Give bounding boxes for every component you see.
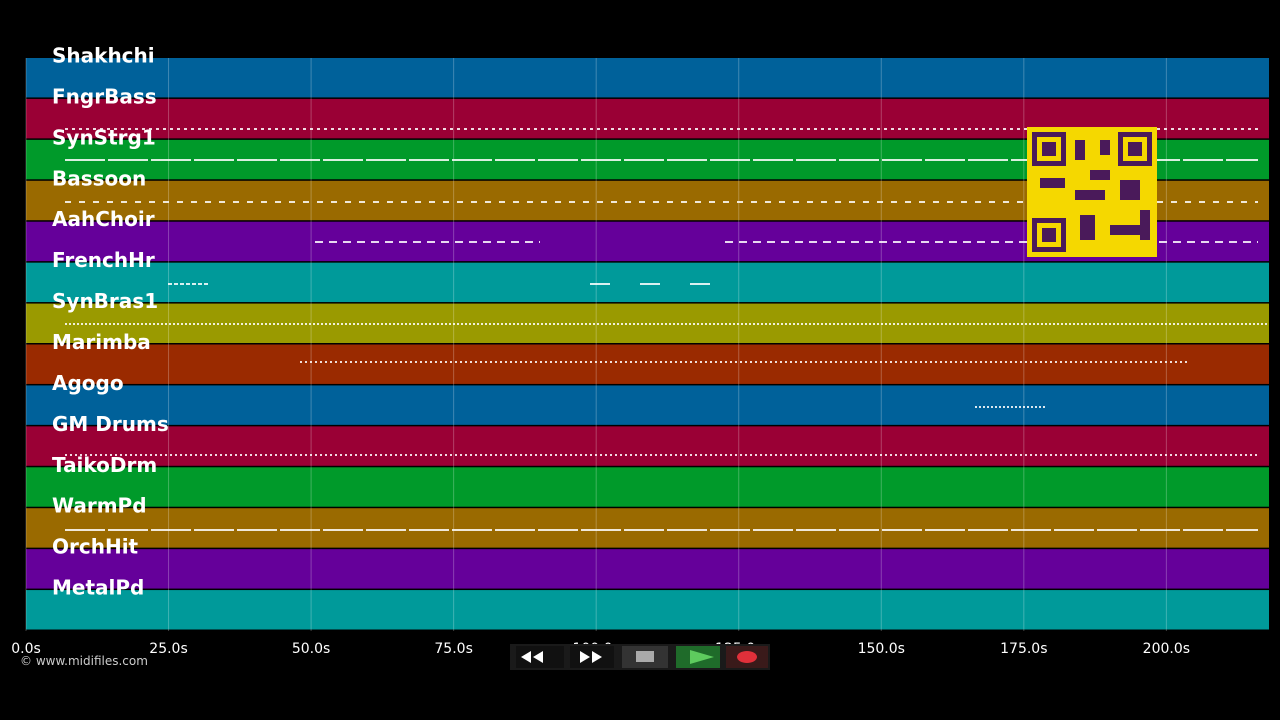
track-band	[26, 58, 1269, 98]
track-band	[26, 590, 1269, 630]
qr-code	[1027, 127, 1157, 257]
time-tick-label: 50.0s	[292, 641, 330, 657]
track-name: AahChoir	[52, 207, 155, 231]
track-name: FngrBass	[52, 84, 157, 108]
rewind-button[interactable]	[516, 646, 564, 668]
track-name: SynStrg1	[52, 125, 156, 149]
track-name: SynBras1	[52, 289, 158, 313]
transport	[510, 644, 770, 670]
forward-button[interactable]	[570, 646, 614, 668]
track-name: TaikoDrm	[52, 453, 157, 477]
track-name: Shakhchi	[52, 44, 155, 68]
stop-button[interactable]	[622, 646, 668, 668]
track-name: GM Drums	[52, 412, 169, 436]
grid	[25, 58, 1167, 631]
track-labels: Shakhchi FngrBass SynStrg1 Bassoon AahChoir F…	[52, 44, 169, 600]
time-tick-label: 150.0s	[858, 641, 905, 657]
track-band	[26, 467, 1269, 507]
time-tick-label: 200.0s	[1143, 641, 1190, 657]
track-name: WarmPd	[52, 494, 147, 518]
track-name: Bassoon	[52, 166, 146, 190]
play-button[interactable]	[676, 646, 720, 668]
time-tick-label: 0.0s	[11, 641, 41, 657]
time-tick-label: 175.0s	[1000, 641, 1047, 657]
track-band	[26, 549, 1269, 589]
time-tick-label: 75.0s	[434, 641, 472, 657]
track-name: Agogo	[52, 371, 124, 395]
copyright: © www.midifiles.com	[20, 654, 148, 668]
track-band	[26, 262, 1269, 303]
track-band	[26, 508, 1269, 548]
track-band	[26, 385, 1269, 425]
record-button[interactable]	[726, 646, 768, 668]
track-name: OrchHit	[52, 535, 139, 559]
time-tick-label: 25.0s	[149, 641, 187, 657]
track-band	[26, 344, 1269, 384]
track-name: FrenchHr	[52, 248, 155, 272]
track-name: Marimba	[52, 330, 151, 354]
track-band	[26, 426, 1269, 466]
track-name: MetalPd	[52, 576, 144, 600]
